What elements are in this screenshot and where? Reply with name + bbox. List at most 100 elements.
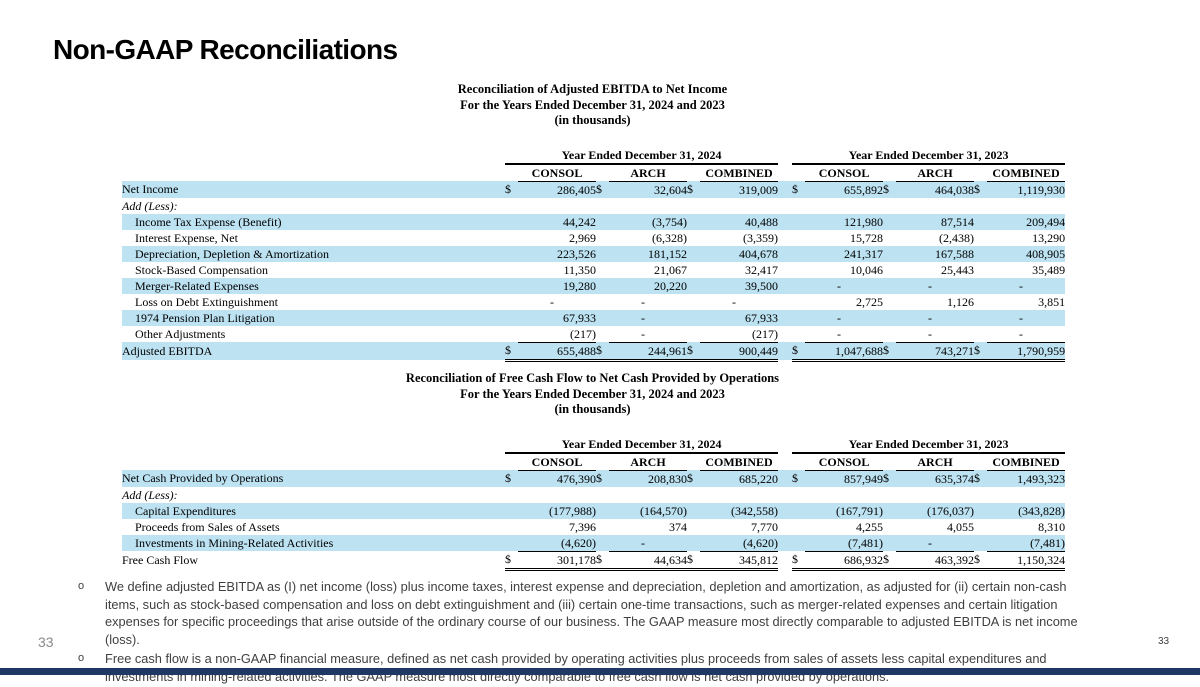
cell-value: 181,152 bbox=[648, 246, 687, 261]
dollar-sign bbox=[883, 278, 896, 294]
table-row: Interest Expense, Net 2,969 (6,328) (3,359)… bbox=[122, 230, 1065, 246]
cell-value: 35,489 bbox=[1032, 262, 1066, 277]
dollar-sign bbox=[505, 262, 518, 278]
table-row: Proceeds from Sales of Assets 7,396 374 7,7… bbox=[122, 519, 1065, 535]
cell-value: - bbox=[837, 278, 842, 293]
table-row: Income Tax Expense (Benefit) 44,242 (3,754… bbox=[122, 213, 1066, 230]
cell-value: (343,828) bbox=[1018, 503, 1066, 518]
dollar-sign: $ bbox=[974, 471, 981, 486]
cell-value: 244,961 bbox=[609, 342, 687, 362]
cell-value: 374 bbox=[669, 519, 687, 534]
cell-value: 67,933 bbox=[563, 310, 596, 325]
cell-value: 476,390 bbox=[557, 471, 596, 486]
cell-value: (176,037) bbox=[927, 503, 975, 518]
table-heading-line: For the Years Ended December 31, 2024 an… bbox=[460, 97, 725, 112]
cell-value bbox=[805, 487, 883, 503]
dollar-sign bbox=[687, 278, 700, 294]
dollar-sign bbox=[505, 246, 518, 262]
year-header: Year Ended December 31, 2023 bbox=[792, 435, 1066, 454]
dollar-sign bbox=[883, 326, 896, 343]
dollar-sign bbox=[792, 278, 805, 294]
dollar-sign bbox=[883, 310, 896, 326]
cell-value: - bbox=[550, 294, 554, 309]
dollar-sign bbox=[974, 198, 987, 214]
cell-value: - bbox=[837, 310, 842, 325]
dollar-sign bbox=[505, 310, 518, 326]
dollar-sign bbox=[687, 535, 700, 552]
dollar-sign bbox=[596, 310, 609, 326]
table-row: Investments in Mining-Related Activities… bbox=[122, 534, 1066, 552]
cell-value: 686,932 bbox=[805, 551, 884, 571]
dollar-sign: $ bbox=[792, 182, 799, 197]
dollar-sign bbox=[596, 519, 609, 535]
table-row: Free Cash Flow $301,178 $44,634 $345,812 $68… bbox=[122, 551, 1066, 571]
cell-value bbox=[987, 198, 1065, 214]
row-label: Net Income bbox=[122, 182, 179, 197]
dollar-sign bbox=[974, 487, 987, 503]
dollar-sign: $ bbox=[596, 182, 602, 197]
cell-value bbox=[518, 487, 596, 503]
row-label: Proceeds from Sales of Assets bbox=[135, 519, 280, 534]
row-label: Add (Less): bbox=[122, 487, 178, 502]
free-cash-flow-reconciliation-table: Reconciliation of Free Cash Flow to Net … bbox=[122, 371, 1066, 571]
dollar-sign bbox=[505, 214, 518, 230]
dollar-sign bbox=[505, 230, 518, 246]
cell-value: - bbox=[928, 278, 933, 293]
row-label: Add (Less): bbox=[122, 198, 178, 213]
dollar-sign bbox=[974, 230, 987, 246]
dollar-sign bbox=[687, 326, 700, 343]
column-header: ARCH bbox=[896, 452, 975, 471]
row-label: Other Adjustments bbox=[135, 326, 226, 341]
table-row: Net Cash Provided by Operations $476,390 $… bbox=[122, 470, 1066, 487]
row-label: Free Cash Flow bbox=[122, 553, 198, 567]
dollar-sign bbox=[596, 214, 609, 230]
dollar-sign bbox=[792, 230, 805, 246]
column-header: CONSOL bbox=[518, 452, 596, 471]
dollar-sign: $ bbox=[596, 471, 602, 486]
cell-value: - bbox=[987, 325, 1066, 343]
cell-value: 87,514 bbox=[941, 214, 975, 229]
dollar-sign bbox=[687, 262, 700, 278]
cell-value: 857,949 bbox=[844, 471, 884, 486]
dollar-sign bbox=[792, 535, 805, 552]
column-header: CONSOL bbox=[518, 163, 596, 182]
dollar-sign bbox=[505, 278, 518, 294]
cell-value: 635,374 bbox=[935, 471, 975, 486]
table-row: Loss on Debt Extinguishment - - - 2,725 1,126… bbox=[122, 294, 1065, 310]
cell-value: 4,055 bbox=[947, 519, 975, 534]
cell-value: 15,728 bbox=[850, 230, 884, 245]
dollar-sign bbox=[883, 487, 896, 503]
dollar-sign bbox=[596, 487, 609, 503]
table-heading-line: (in thousands) bbox=[554, 402, 631, 416]
dollar-sign bbox=[792, 214, 805, 230]
dollar-sign bbox=[974, 246, 987, 262]
cell-value: 11,350 bbox=[563, 262, 596, 277]
footnote-bullet: o bbox=[78, 580, 85, 592]
row-label: Investments in Mining-Related Activities bbox=[135, 535, 334, 550]
dollar-sign bbox=[883, 294, 896, 310]
column-header: COMBINED bbox=[987, 163, 1066, 182]
cell-value: (177,988) bbox=[549, 503, 596, 518]
dollar-sign: $ bbox=[505, 471, 511, 486]
cell-value: - bbox=[1019, 310, 1024, 325]
cell-value: (6,328) bbox=[652, 230, 687, 245]
financial-table: Year Ended December 31, 2024 Year Ended D… bbox=[122, 435, 1066, 571]
cell-value: (7,481) bbox=[987, 534, 1066, 552]
dollar-sign: $ bbox=[883, 471, 890, 486]
cell-value: 7,396 bbox=[569, 519, 596, 534]
row-label: Stock-Based Compensation bbox=[135, 262, 268, 277]
dollar-sign bbox=[792, 519, 805, 535]
cell-value: 8,310 bbox=[1038, 519, 1066, 534]
cell-value: - bbox=[609, 325, 687, 343]
dollar-sign bbox=[974, 310, 987, 326]
cell-value: 1,790,959 bbox=[987, 342, 1066, 362]
dollar-sign: $ bbox=[792, 342, 806, 362]
cell-value bbox=[609, 487, 687, 503]
page-title: Non-GAAP Reconciliations bbox=[53, 34, 398, 65]
dollar-sign bbox=[596, 278, 609, 294]
dollar-sign bbox=[792, 326, 805, 343]
cell-value: 10,046 bbox=[850, 262, 884, 277]
cell-value: 241,317 bbox=[844, 246, 884, 261]
cell-value bbox=[896, 198, 974, 214]
